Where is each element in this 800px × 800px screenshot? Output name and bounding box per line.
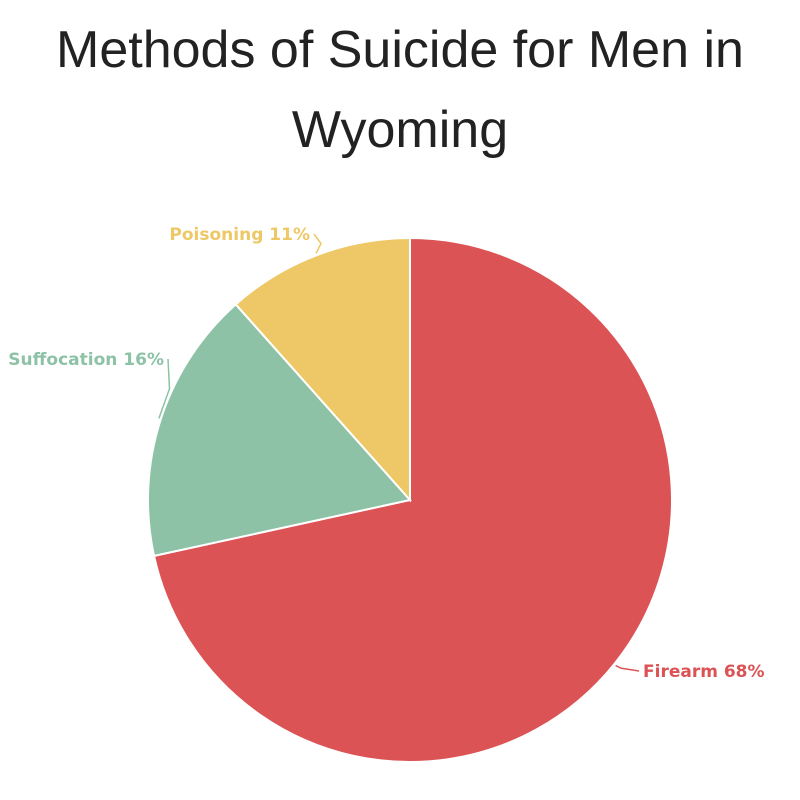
pie-slice-1 — [152, 236, 673, 763]
slice-label-1: Firearm 68% — [643, 662, 765, 682]
slice-label-3: Poisoning 11% — [169, 225, 310, 245]
slice-labels: Firearm 68% Suffocation 16% Poisoning 11% — [8, 225, 764, 682]
pie-slice-2 — [147, 302, 412, 558]
leader-line-1 — [615, 664, 640, 672]
pie-slice-3 — [234, 236, 411, 503]
label-leader-lines — [158, 233, 640, 672]
leader-line-2 — [158, 358, 171, 419]
leader-line-3 — [313, 233, 322, 254]
pie-slices — [147, 236, 673, 763]
slice-label-2: Suffocation 16% — [8, 350, 164, 370]
chart-title: Methods of Suicide for Men in Wyoming — [56, 21, 744, 159]
